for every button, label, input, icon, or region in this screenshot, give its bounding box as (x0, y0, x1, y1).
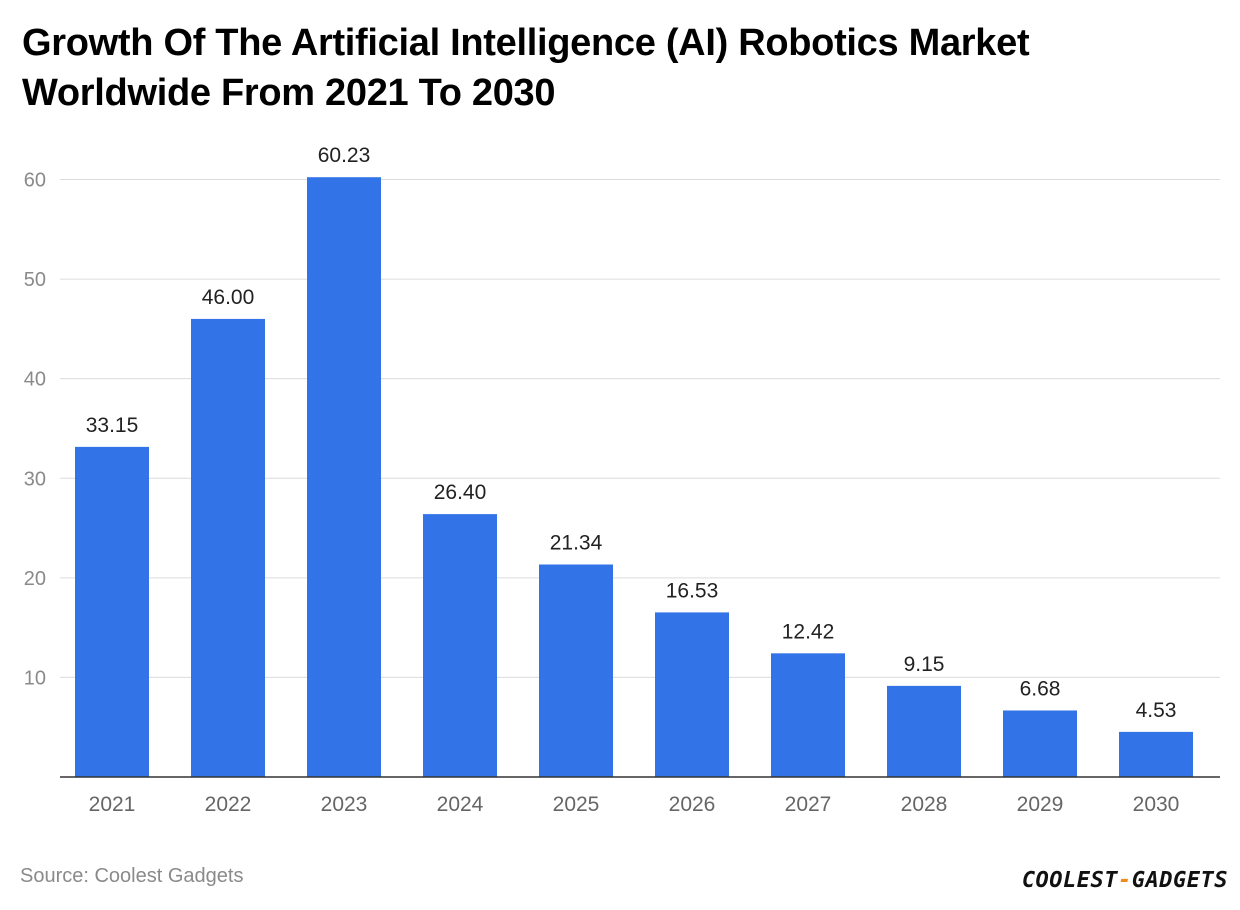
data-label: 4.53 (1136, 699, 1177, 722)
data-label: 16.53 (666, 579, 719, 602)
logo-text-part2: GADGETS (1131, 868, 1228, 893)
bar-2025 (539, 564, 613, 777)
data-label: 12.42 (782, 620, 835, 643)
x-tick-label: 2030 (1133, 793, 1180, 816)
y-tick-label: 60 (24, 170, 46, 192)
chart-title: Growth Of The Artificial Intelligence (A… (22, 22, 1030, 114)
x-tick-label: 2021 (89, 793, 136, 816)
bar-2022 (191, 318, 265, 777)
bar-2021 (75, 446, 149, 777)
y-tick-label: 20 (24, 568, 46, 590)
x-tick-label: 2026 (669, 793, 716, 816)
y-tick-label: 50 (24, 269, 46, 291)
data-label: 9.15 (904, 653, 945, 676)
data-label: 26.40 (434, 481, 487, 504)
bar-2028 (887, 685, 961, 777)
logo-text-part1: COOLEST (1021, 868, 1119, 893)
x-tick-label: 2023 (321, 793, 368, 816)
bar-2023 (307, 177, 381, 777)
data-label: 46.00 (202, 286, 255, 309)
data-label: 33.15 (86, 414, 139, 437)
data-label: 60.23 (318, 144, 371, 167)
y-tick-label: 10 (24, 667, 46, 689)
logo-dash: - (1118, 868, 1132, 893)
bar-2029 (1003, 710, 1077, 777)
x-tick-label: 2029 (1017, 793, 1064, 816)
x-tick-label: 2025 (553, 793, 600, 816)
data-label: 6.68 (1020, 677, 1061, 700)
bar-2030 (1119, 731, 1193, 777)
bar-2024 (423, 514, 497, 777)
bar-2026 (655, 612, 729, 777)
x-tick-label: 2024 (437, 793, 484, 816)
x-tick-label: 2027 (785, 793, 832, 816)
data-label: 21.34 (550, 531, 603, 554)
brand-logo: COOLEST-GADGETS (1022, 868, 1228, 893)
bar-2027 (771, 653, 845, 777)
x-tick-label: 2028 (901, 793, 948, 816)
source-note: Source: Coolest Gadgets (20, 865, 244, 887)
y-tick-label: 40 (24, 369, 46, 391)
x-tick-label: 2022 (205, 793, 252, 816)
y-tick-label: 30 (24, 468, 46, 490)
